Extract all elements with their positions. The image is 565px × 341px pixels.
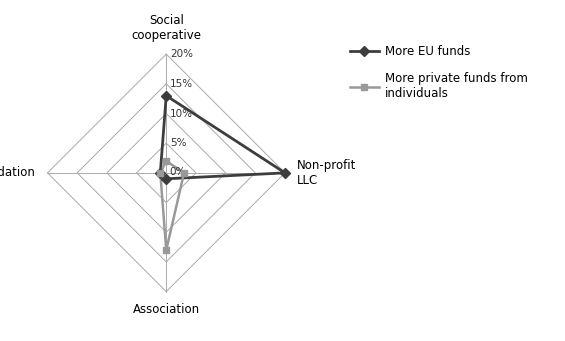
Text: 10%: 10% [170, 108, 193, 119]
Text: Social
cooperative: Social cooperative [131, 14, 201, 42]
Text: 5%: 5% [170, 138, 186, 148]
Text: Foundation: Foundation [0, 166, 36, 179]
Text: 0%: 0% [170, 167, 186, 177]
Text: Association: Association [133, 303, 200, 316]
Text: 20%: 20% [170, 49, 193, 59]
Legend: More EU funds, More private funds from
individuals: More EU funds, More private funds from i… [345, 40, 533, 105]
Text: Non-profit
LLC: Non-profit LLC [297, 159, 357, 187]
Text: 15%: 15% [170, 79, 193, 89]
